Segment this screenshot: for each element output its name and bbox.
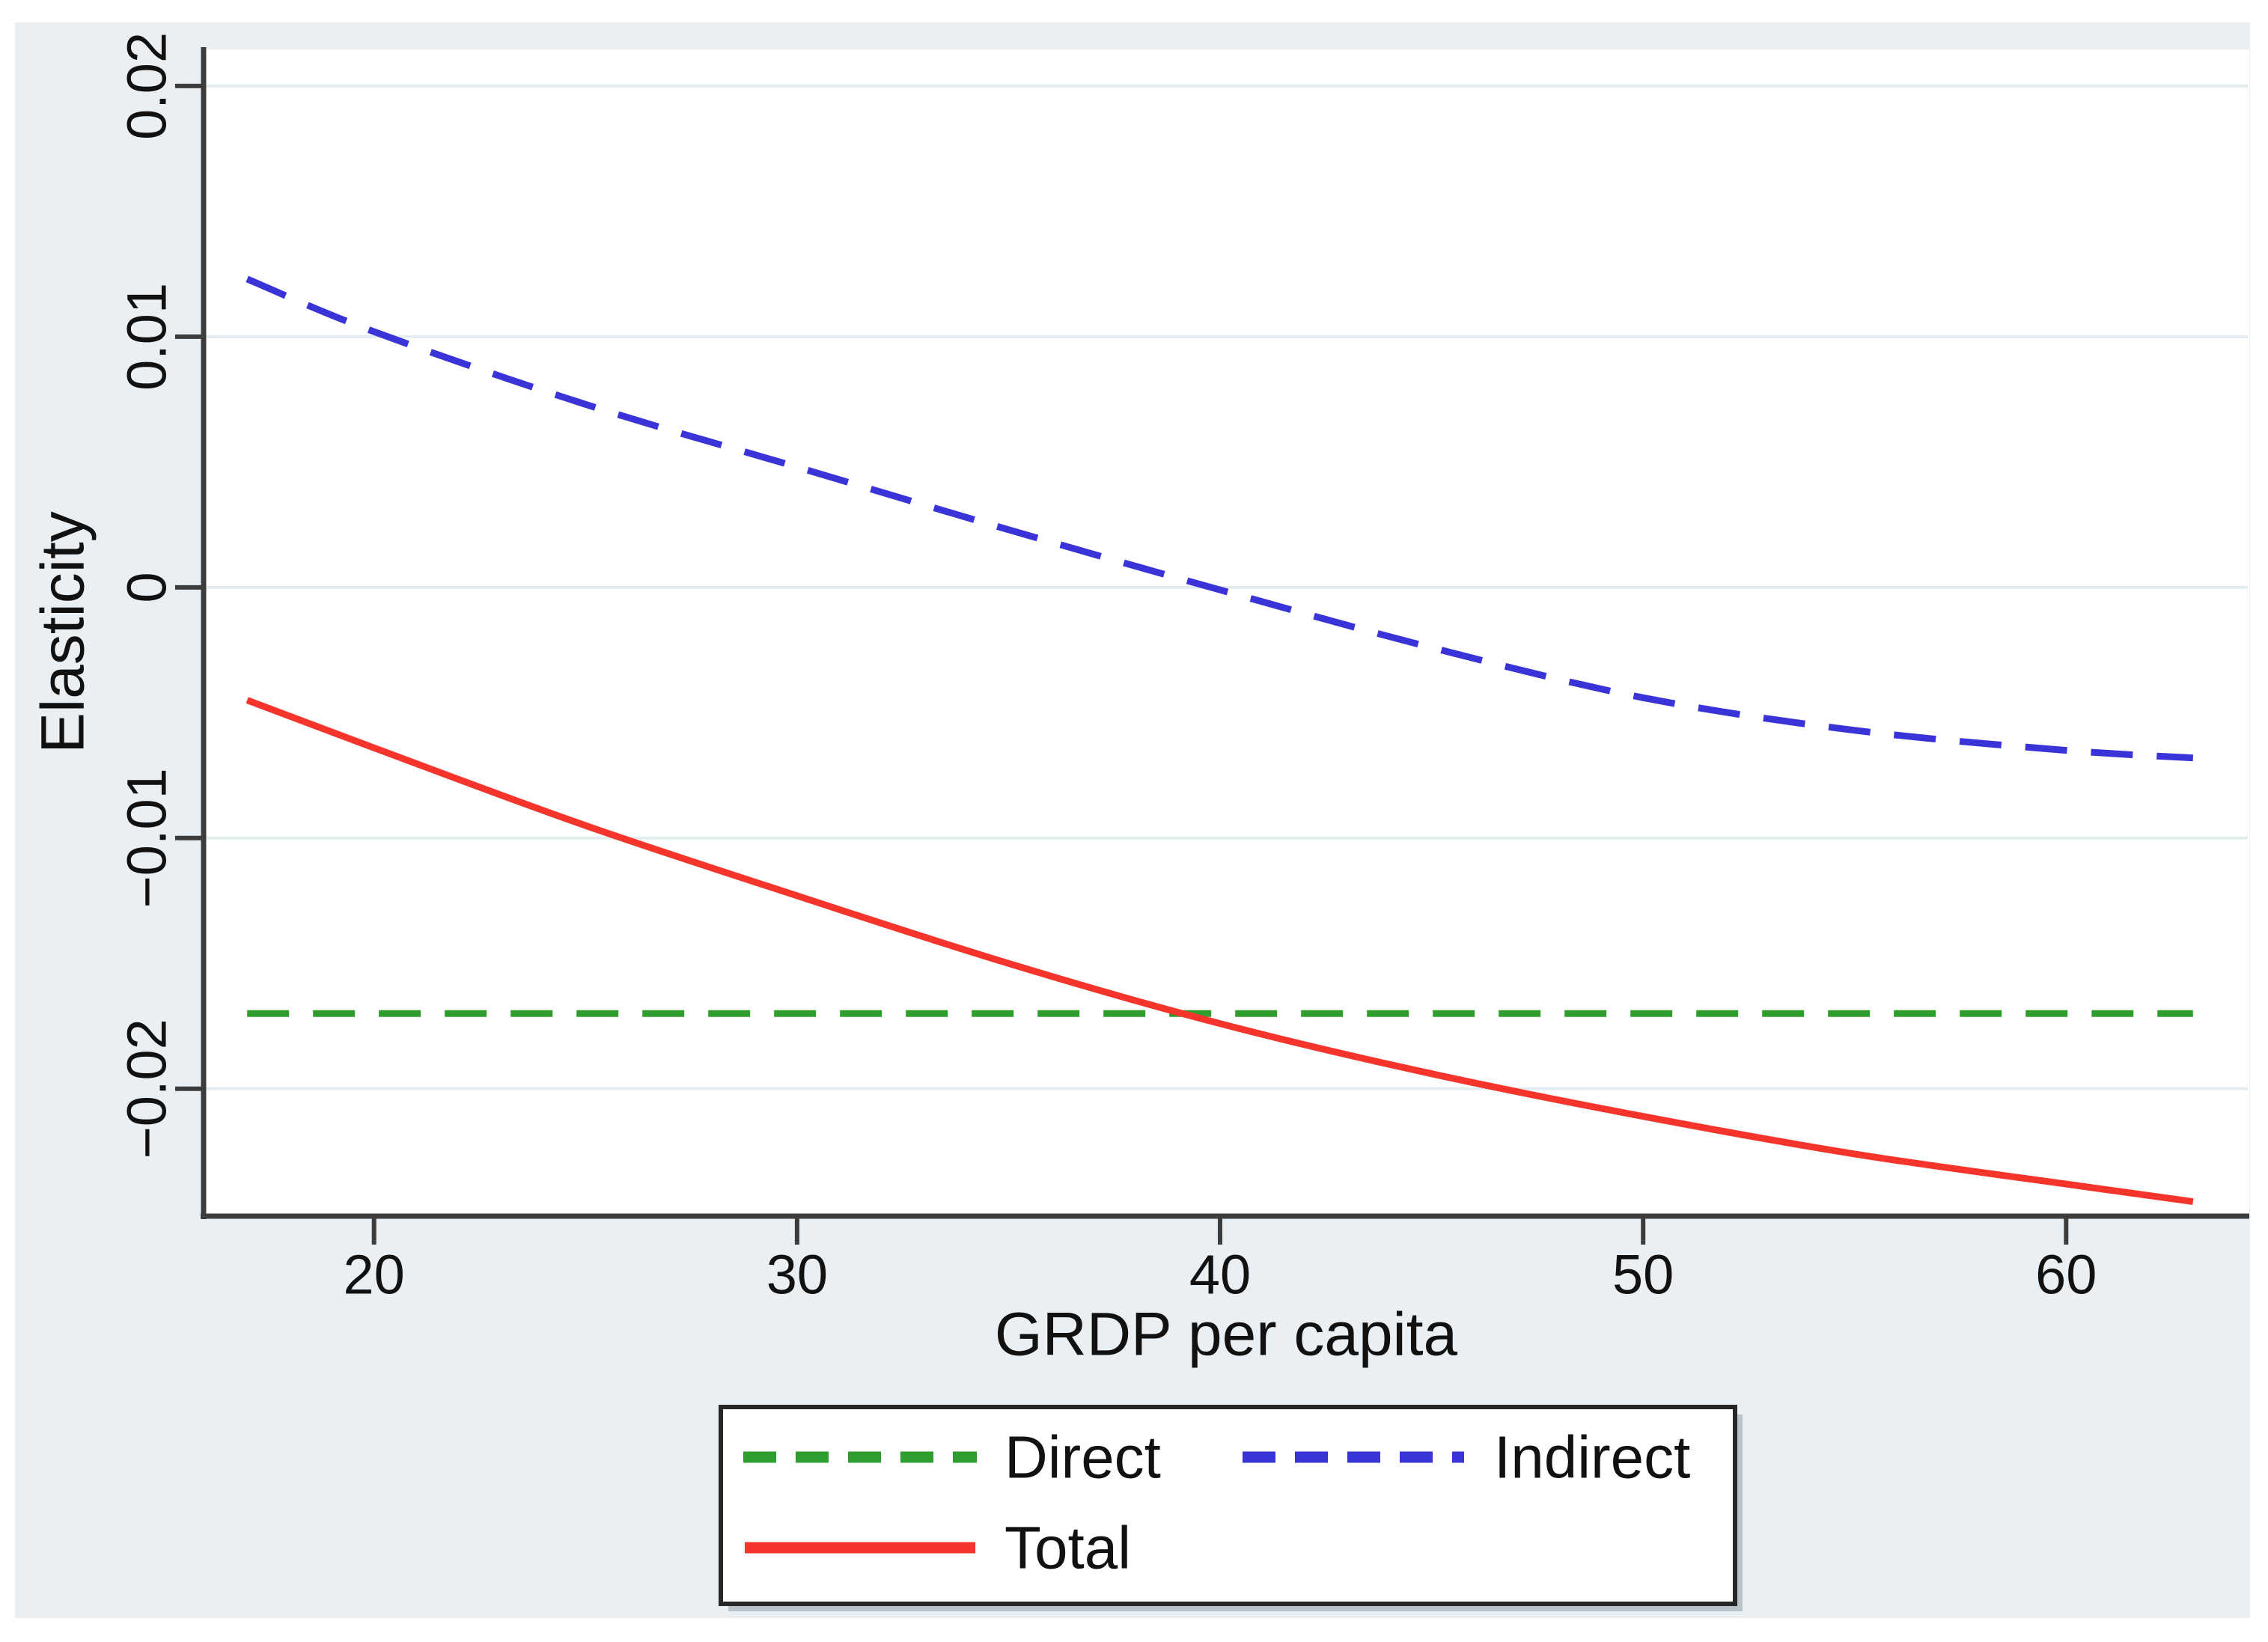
series-line-indirect bbox=[246, 275, 2194, 762]
x-tick-label: 20 bbox=[344, 1244, 405, 1306]
series-line-total bbox=[246, 697, 2194, 1206]
legend-label-direct: Direct bbox=[1005, 1424, 1161, 1491]
x-axis-title: GRDP per capita bbox=[995, 1300, 1458, 1368]
legend-label-indirect: Indirect bbox=[1494, 1424, 1690, 1491]
x-tick-label: 30 bbox=[766, 1244, 828, 1306]
plot-area bbox=[204, 49, 2249, 1216]
x-tick-label: 60 bbox=[2035, 1244, 2097, 1306]
y-tick-label: 0.01 bbox=[116, 283, 178, 391]
y-tick-label: −0.02 bbox=[116, 1019, 178, 1159]
y-tick-label: −0.01 bbox=[116, 768, 178, 908]
series-curves bbox=[246, 275, 2194, 1206]
y-tick-label: 0 bbox=[116, 572, 178, 602]
y-axis-title: Elasticity bbox=[29, 511, 97, 754]
tick-labels: 0.02 0.01 0 −0.01 −0.02 20 30 40 50 60 bbox=[116, 32, 2097, 1306]
legend-box bbox=[719, 1405, 1737, 1606]
axes bbox=[175, 47, 2249, 1245]
y-tick-label: 0.02 bbox=[116, 32, 178, 140]
x-tick-label: 50 bbox=[1612, 1244, 1674, 1306]
legend-label-total: Total bbox=[1005, 1515, 1131, 1581]
gridlines bbox=[206, 84, 2248, 1090]
legend: Direct Indirect Total bbox=[719, 1405, 1743, 1611]
x-tick-label: 40 bbox=[1189, 1244, 1251, 1306]
